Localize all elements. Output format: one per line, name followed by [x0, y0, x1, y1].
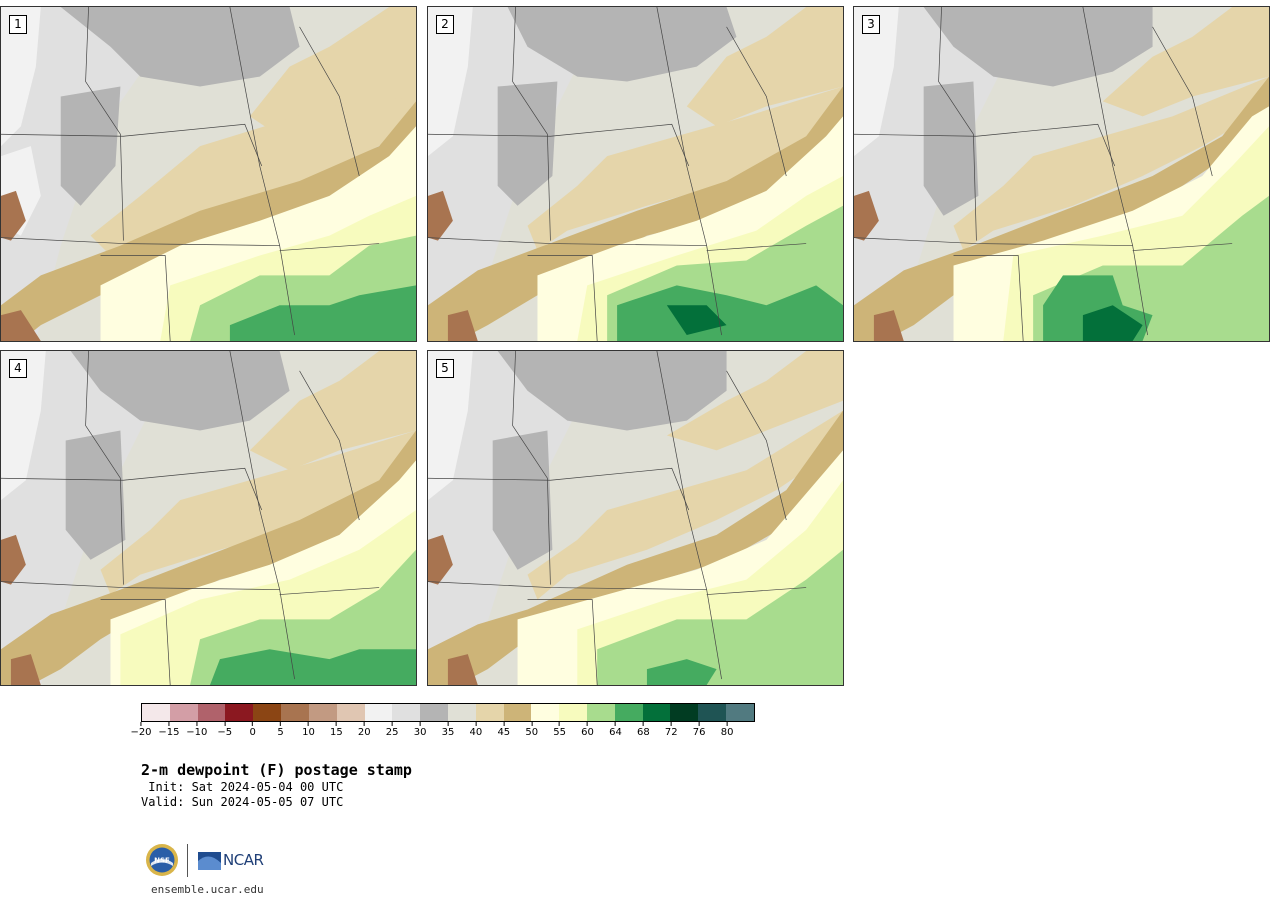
colorbar-tick-label: 55 [553, 722, 566, 738]
colorbar-segment [503, 704, 532, 721]
ncar-logo [198, 852, 221, 870]
title-block: 2-m dewpoint (F) postage stamp Init: Sat… [141, 761, 412, 810]
colorbar-segment [642, 704, 671, 721]
colorbar-tick-label: 20 [358, 722, 371, 738]
valid-time: Valid: Sun 2024-05-05 07 UTC [141, 795, 344, 809]
site-url: ensemble.ucar.edu [151, 883, 264, 896]
colorbar-tick-label: −5 [217, 722, 232, 738]
logo-divider [187, 844, 188, 877]
colorbar-ticks: −20 −15 −10 −5 0 5 10 15 20 25 30 35 40 45 50 55 60 64 68 7… [130, 722, 755, 742]
member-panel-1: 1 [0, 6, 417, 342]
dewpoint-map-2 [428, 7, 843, 341]
colorbar-segment [587, 704, 615, 721]
colorbar-tick-label: 25 [386, 722, 399, 738]
colorbar-tick-label: 76 [693, 722, 706, 738]
colorbar-tick-label: 0 [249, 722, 255, 738]
colorbar-segment [614, 704, 643, 721]
colorbar-tick-label: 35 [442, 722, 455, 738]
panel-number: 1 [9, 15, 27, 34]
member-panel-4: 4 [0, 350, 417, 686]
colorbar-tick-label: 30 [414, 722, 427, 738]
colorbar-segment [197, 704, 226, 721]
colorbar-segment [392, 704, 421, 721]
colorbar-tick-label: 45 [497, 722, 510, 738]
colorbar [141, 703, 755, 722]
colorbar-segment [420, 704, 448, 721]
panel-number: 3 [862, 15, 880, 34]
colorbar-tick-label: 60 [581, 722, 594, 738]
colorbar-tick-label: 5 [277, 722, 283, 738]
panel-number: 5 [436, 359, 454, 378]
colorbar-tick-label: −10 [186, 722, 207, 738]
colorbar-segment [225, 704, 254, 721]
logos: NSF NCAR [145, 843, 285, 879]
colorbar-segment [142, 704, 170, 721]
nsf-logo: NSF [146, 844, 178, 876]
member-panel-2: 2 [427, 6, 844, 342]
dewpoint-map-3 [854, 7, 1269, 341]
colorbar-segment [670, 704, 699, 721]
panel-number: 4 [9, 359, 27, 378]
colorbar-segment [726, 704, 754, 721]
colorbar-tick-label: 40 [470, 722, 483, 738]
chart-title: 2-m dewpoint (F) postage stamp [141, 761, 412, 779]
member-panel-5: 5 [427, 350, 844, 686]
init-time: Init: Sat 2024-05-04 00 UTC [141, 780, 344, 794]
colorbar-tick-label: 10 [302, 722, 315, 738]
colorbar-segment [281, 704, 309, 721]
ncar-logo-text: NCAR [223, 851, 264, 869]
colorbar-tick-label: 64 [609, 722, 622, 738]
colorbar-segment [253, 704, 282, 721]
member-panel-3: 3 [853, 6, 1270, 342]
colorbar-segment [308, 704, 337, 721]
colorbar-tick-label: 80 [721, 722, 734, 738]
colorbar-segment [336, 704, 365, 721]
dewpoint-map-1 [1, 7, 416, 341]
colorbar-tick-label: 72 [665, 722, 678, 738]
colorbar-tick-label: 15 [330, 722, 343, 738]
colorbar-segment [698, 704, 727, 721]
dewpoint-map-5 [428, 351, 843, 685]
colorbar-segment [364, 704, 393, 721]
colorbar-tick-label: 68 [637, 722, 650, 738]
colorbar-tick-label: −15 [158, 722, 179, 738]
nsf-logo-text: NSF [154, 857, 170, 865]
colorbar-segment [447, 704, 476, 721]
colorbar-segment [531, 704, 560, 721]
dewpoint-map-4 [1, 351, 416, 685]
colorbar-segment [475, 704, 504, 721]
panel-number: 2 [436, 15, 454, 34]
colorbar-segment [559, 704, 587, 721]
colorbar-tick-label: −20 [130, 722, 151, 738]
colorbar-segment [169, 704, 198, 721]
colorbar-tick-label: 50 [525, 722, 538, 738]
